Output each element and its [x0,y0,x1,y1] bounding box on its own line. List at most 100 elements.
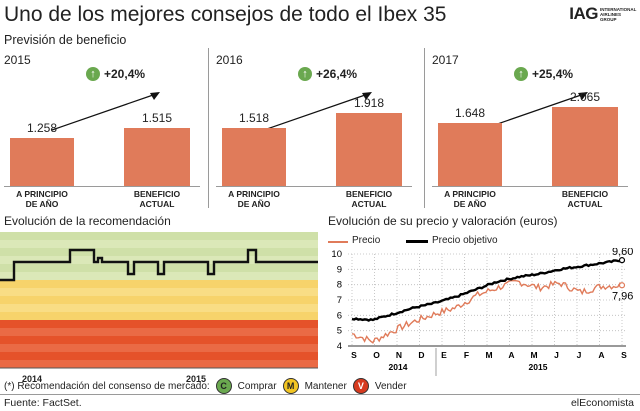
price-ytick: 6 [337,310,342,321]
month-label: A [598,350,604,360]
consenso-legend: (*) Recomendación del consenso de mercad… [4,378,407,394]
bar-axis [216,186,412,187]
change-label-2: +25,4% [532,67,574,81]
month-label: A [508,350,514,360]
month-label: S [351,350,357,360]
bar-value-2-0: 1.648 [454,106,486,120]
up-arrow-icon: ↑ [298,67,312,81]
panel-divider-1 [208,48,209,208]
bar-1-1 [336,113,402,186]
bar-caption-1-1: BENEFICIO ACTUAL [332,189,406,209]
month-label: J [554,350,559,360]
comprar-badge-icon: C [215,378,232,394]
year-label-2: 2017 [432,53,459,67]
month-label: J [577,350,582,360]
bar-caption-line: ACTUAL [139,199,175,209]
change-label-1: +26,4% [316,67,358,81]
bar-value-1-0: 1.518 [238,111,270,125]
bar-axis [432,186,628,187]
bar-caption-line: DE AÑO [25,199,59,209]
bar-caption-0-0: A PRINCIPIO DE AÑO [6,189,78,209]
page-title: Uno de los mejores consejos de todo el I… [4,3,447,26]
objetivo-line [351,259,623,322]
change-label-0: +20,4% [104,67,146,81]
bar-caption-line: BENEFICIO [133,189,181,199]
year-label-0: 2015 [4,53,31,67]
legend-precio-swatch [328,241,348,243]
mantener-zone-band [0,312,318,320]
recomendacion-title: Evolución de la recomendación [4,214,171,228]
precio-title: Evolución de su precio y valoración (eur… [328,214,558,228]
logo-tagline: INTERNATIONAL AIRLINES GROUP [600,6,637,22]
mantener-zone-band [0,296,318,304]
mantener-zone-band [0,288,318,296]
precio-end-dot [618,282,626,289]
comprar-zone-band [0,248,318,256]
month-label: E [441,350,447,360]
bar-caption-0-1: BENEFICIO ACTUAL [120,189,194,209]
vender-zone-band [0,352,318,360]
footer-divider [0,394,640,395]
month-label: D [418,350,424,360]
rec-year-2015: 2015 [186,374,207,384]
precio-end-label: 7,96 [612,290,633,302]
trend-arrow-icon [51,92,160,131]
up-arrow-icon: ↑ [514,67,528,81]
bar-caption-2-1: BENEFICIO ACTUAL [548,189,622,209]
comprar-label: Comprar [237,380,277,392]
month-label: M [485,350,492,360]
price-year-2015: 2015 [529,362,548,372]
bar-axis [4,186,200,187]
recomendacion-line [0,248,318,282]
mantener-badge-icon: M [282,378,299,394]
comprar-zone-band [0,240,318,248]
vender-zone-band [0,344,318,352]
bar-1-0 [222,128,286,186]
trend-arrow-icon [263,92,372,131]
bar-2-1 [552,107,618,186]
price-ytick: 7 [337,295,342,306]
mantener-label: Mantener [304,380,347,392]
vender-zone-band [0,336,318,344]
objetivo-end-dot [618,257,626,264]
comprar-zone-band [0,256,318,264]
rec-year-2014: 2014 [22,374,43,384]
legend-precio-label: Precio [352,235,381,246]
price-year-2014: 2014 [389,362,408,372]
iag-logo: IAG INTERNATIONAL AIRLINES GROUP [569,4,637,24]
bar-value-1-1: 1.918 [353,96,385,110]
price-ytick: 4 [337,341,342,352]
bar-caption-line: BENEFICIO [345,189,393,199]
vender-zone-band [0,320,318,328]
bar-0-1 [124,128,190,186]
bar-caption-line: A PRINCIPIO [228,189,280,199]
month-label: M [530,350,537,360]
footer-brand: elEconomista [570,397,634,409]
panel-divider-2 [424,48,425,208]
vender-badge-icon: V [352,378,369,394]
year-label-1: 2016 [216,53,243,67]
page-subtitle: Previsión de beneficio [4,33,127,47]
logo-name: IAG [569,4,598,23]
up-arrow-icon: ↑ [86,67,100,81]
bar-caption-2-0: A PRINCIPIO DE AÑO [434,189,506,209]
price-ytick: 8 [337,280,342,291]
recomendacion-chart [0,232,318,369]
bar-value-2-1: 2.065 [569,90,601,104]
vender-label: Vender [374,380,407,392]
bar-caption-line: A PRINCIPIO [444,189,496,199]
month-label: O [373,350,380,360]
precio-chart: 10 9 8 7 6 5 4 9,60 7,96 S O N D E F M A M J J A S 2014 2015 [331,248,633,376]
month-label: F [464,350,469,360]
bar-0-0 [10,138,74,186]
bar-value-0-1: 1.515 [141,111,173,125]
bar-caption-line: ACTUAL [567,199,603,209]
bar-2-0 [438,123,502,186]
objetivo-end-label: 9,60 [612,248,633,258]
bar-value-0-0: 1.258 [26,121,58,135]
month-label: S [621,350,627,360]
bar-caption-line: ACTUAL [351,199,387,209]
mantener-zone-band [0,304,318,312]
legend-objetivo-swatch [406,240,428,243]
price-ytick: 10 [331,249,342,260]
